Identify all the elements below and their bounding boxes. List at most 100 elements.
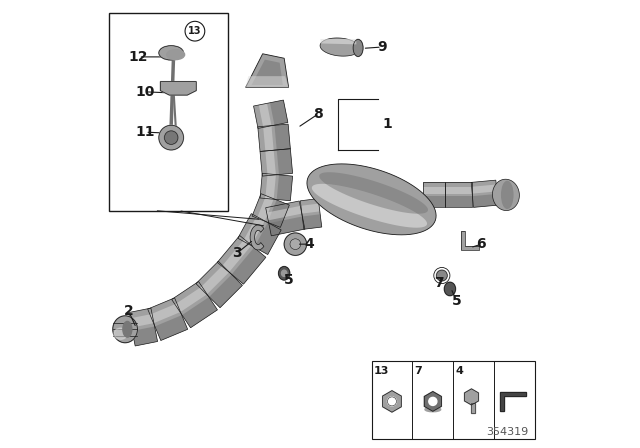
Ellipse shape xyxy=(353,39,363,56)
Polygon shape xyxy=(175,286,207,312)
Polygon shape xyxy=(200,266,229,294)
Ellipse shape xyxy=(425,407,441,412)
Polygon shape xyxy=(269,216,305,236)
Polygon shape xyxy=(268,200,289,228)
Text: 10: 10 xyxy=(136,85,155,99)
Polygon shape xyxy=(155,315,188,340)
Ellipse shape xyxy=(164,131,178,144)
Polygon shape xyxy=(132,327,157,346)
Polygon shape xyxy=(472,194,498,207)
Polygon shape xyxy=(250,225,264,250)
Circle shape xyxy=(387,397,396,406)
Polygon shape xyxy=(492,179,520,211)
Polygon shape xyxy=(259,103,271,127)
Polygon shape xyxy=(246,54,289,87)
Ellipse shape xyxy=(166,50,184,60)
Polygon shape xyxy=(319,172,428,214)
Polygon shape xyxy=(423,187,445,194)
Polygon shape xyxy=(270,100,288,125)
Text: 6: 6 xyxy=(476,237,486,251)
Polygon shape xyxy=(320,38,360,56)
Polygon shape xyxy=(148,298,188,340)
Polygon shape xyxy=(500,392,526,411)
Text: 7: 7 xyxy=(434,276,444,290)
Bar xyxy=(371,361,535,439)
Bar xyxy=(470,403,475,413)
Text: 8: 8 xyxy=(313,107,323,121)
Text: 7: 7 xyxy=(415,366,422,376)
Polygon shape xyxy=(130,314,154,327)
Text: 4: 4 xyxy=(456,366,463,376)
Polygon shape xyxy=(301,203,320,214)
Polygon shape xyxy=(276,149,292,175)
Polygon shape xyxy=(300,198,322,229)
Text: 2: 2 xyxy=(124,304,134,319)
Polygon shape xyxy=(312,184,427,228)
Polygon shape xyxy=(238,214,281,254)
Polygon shape xyxy=(150,303,180,323)
Ellipse shape xyxy=(278,267,290,280)
Ellipse shape xyxy=(113,316,138,343)
Text: 13: 13 xyxy=(374,366,389,376)
Polygon shape xyxy=(258,124,291,151)
Text: 9: 9 xyxy=(377,40,387,54)
Polygon shape xyxy=(263,125,274,151)
Text: 4: 4 xyxy=(304,237,314,251)
Ellipse shape xyxy=(444,282,456,296)
Polygon shape xyxy=(129,308,157,346)
Text: 11: 11 xyxy=(136,125,155,139)
Polygon shape xyxy=(161,82,196,95)
Polygon shape xyxy=(182,297,218,328)
Text: 3: 3 xyxy=(232,246,242,260)
Bar xyxy=(109,13,228,211)
Polygon shape xyxy=(209,275,243,308)
Polygon shape xyxy=(254,223,281,254)
Text: 12: 12 xyxy=(129,50,148,64)
Ellipse shape xyxy=(282,270,287,276)
Polygon shape xyxy=(232,247,266,284)
Polygon shape xyxy=(243,216,265,246)
Polygon shape xyxy=(445,182,472,207)
Text: 5: 5 xyxy=(452,294,461,308)
Polygon shape xyxy=(461,231,479,250)
Polygon shape xyxy=(275,124,291,150)
Polygon shape xyxy=(260,149,292,176)
Polygon shape xyxy=(423,196,445,207)
Circle shape xyxy=(284,233,307,255)
Polygon shape xyxy=(196,261,243,308)
Polygon shape xyxy=(472,185,497,194)
Ellipse shape xyxy=(502,181,513,208)
Polygon shape xyxy=(445,196,472,207)
Text: 1: 1 xyxy=(383,117,392,131)
Polygon shape xyxy=(423,182,445,207)
Polygon shape xyxy=(172,281,218,328)
Ellipse shape xyxy=(114,328,127,340)
Polygon shape xyxy=(424,392,442,411)
Ellipse shape xyxy=(123,322,132,337)
Polygon shape xyxy=(266,201,305,236)
Polygon shape xyxy=(246,76,289,87)
Text: 5: 5 xyxy=(284,273,294,287)
Polygon shape xyxy=(222,239,252,272)
Ellipse shape xyxy=(159,46,184,60)
Polygon shape xyxy=(266,174,276,199)
Bar xyxy=(470,403,475,413)
Polygon shape xyxy=(307,164,436,235)
Polygon shape xyxy=(252,60,283,85)
Polygon shape xyxy=(302,214,322,229)
Polygon shape xyxy=(253,100,288,129)
Polygon shape xyxy=(445,187,472,194)
Polygon shape xyxy=(252,194,289,228)
Polygon shape xyxy=(218,236,266,284)
Polygon shape xyxy=(471,180,498,207)
Polygon shape xyxy=(465,389,479,405)
Polygon shape xyxy=(267,206,302,220)
Circle shape xyxy=(429,397,437,405)
Polygon shape xyxy=(266,150,276,176)
Ellipse shape xyxy=(159,125,184,150)
Circle shape xyxy=(436,270,447,281)
Text: 13: 13 xyxy=(188,26,202,36)
Polygon shape xyxy=(260,173,292,201)
Polygon shape xyxy=(321,39,356,44)
Text: 354319: 354319 xyxy=(486,427,529,437)
